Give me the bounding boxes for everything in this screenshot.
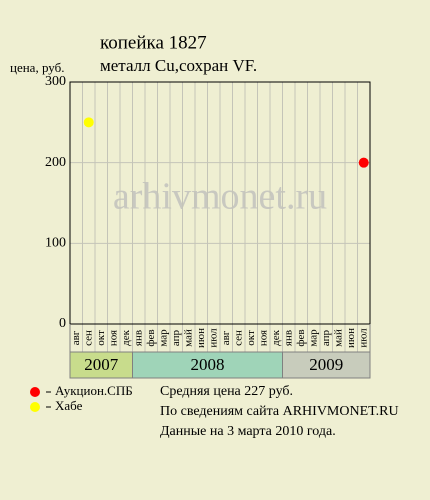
chart-subtitle: металл Cu,сохран VF.	[100, 56, 257, 75]
year-box	[282, 351, 371, 379]
x-tick-label: мар	[307, 329, 319, 347]
x-tick-label: апр	[320, 329, 332, 346]
x-tick-label: ноя	[107, 330, 119, 346]
note: Средняя цена 227 руб.	[160, 384, 293, 399]
x-tick-label: июн	[195, 328, 207, 348]
note: По сведениям сайта ARHIVMONET.RU	[160, 404, 399, 419]
x-tick-label: сен	[82, 330, 94, 346]
y-axis-label: цена, руб.	[10, 60, 64, 75]
year-label: 2007	[84, 355, 119, 374]
x-tick-label: ноя	[257, 330, 269, 346]
legend-label: Аукцион.СПБ	[55, 383, 133, 398]
x-tick-label: янв	[132, 330, 144, 346]
chart-title: копейка 1827	[100, 32, 207, 53]
x-tick-label: окт	[245, 330, 257, 346]
x-tick-label: июл	[207, 328, 219, 348]
year-box	[132, 351, 283, 379]
y-tick-label: 200	[45, 155, 66, 170]
y-tick-label: 300	[45, 74, 66, 89]
y-tick-label: 100	[45, 236, 66, 251]
x-tick-label: мар	[157, 329, 169, 347]
x-tick-label: авг	[220, 330, 232, 345]
legend-marker	[30, 402, 40, 412]
x-tick-label: май	[182, 329, 194, 347]
x-tick-label: дек	[120, 329, 132, 345]
y-tick-label: 0	[59, 316, 66, 331]
point	[83, 117, 94, 128]
x-tick-label: июл	[357, 328, 369, 348]
x-tick-label: дек	[270, 329, 282, 345]
x-tick-label: окт	[95, 330, 107, 346]
note: Данные на 3 марта 2010 года.	[160, 424, 336, 439]
x-tick-label: июн	[345, 328, 357, 348]
x-tick-label: фев	[295, 329, 307, 346]
year-label: 2008	[191, 355, 225, 374]
year-label: 2009	[309, 355, 343, 374]
point	[358, 157, 369, 168]
x-tick-label: апр	[170, 329, 182, 346]
x-tick-label: фев	[145, 329, 157, 346]
legend-marker	[30, 387, 40, 397]
legend-label: Хабе	[55, 398, 83, 413]
x-tick-label: май	[332, 329, 344, 347]
plot-border	[69, 81, 371, 325]
x-tick-label: янв	[282, 330, 294, 346]
x-tick-label: сен	[232, 330, 244, 346]
x-tick-label: авг	[70, 330, 82, 345]
